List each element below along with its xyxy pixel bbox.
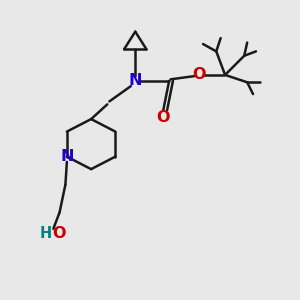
Text: N: N <box>60 149 74 164</box>
Text: N: N <box>128 73 142 88</box>
Text: O: O <box>192 68 205 82</box>
Text: O: O <box>156 110 169 124</box>
Text: O: O <box>52 226 65 241</box>
Text: H: H <box>40 226 52 241</box>
